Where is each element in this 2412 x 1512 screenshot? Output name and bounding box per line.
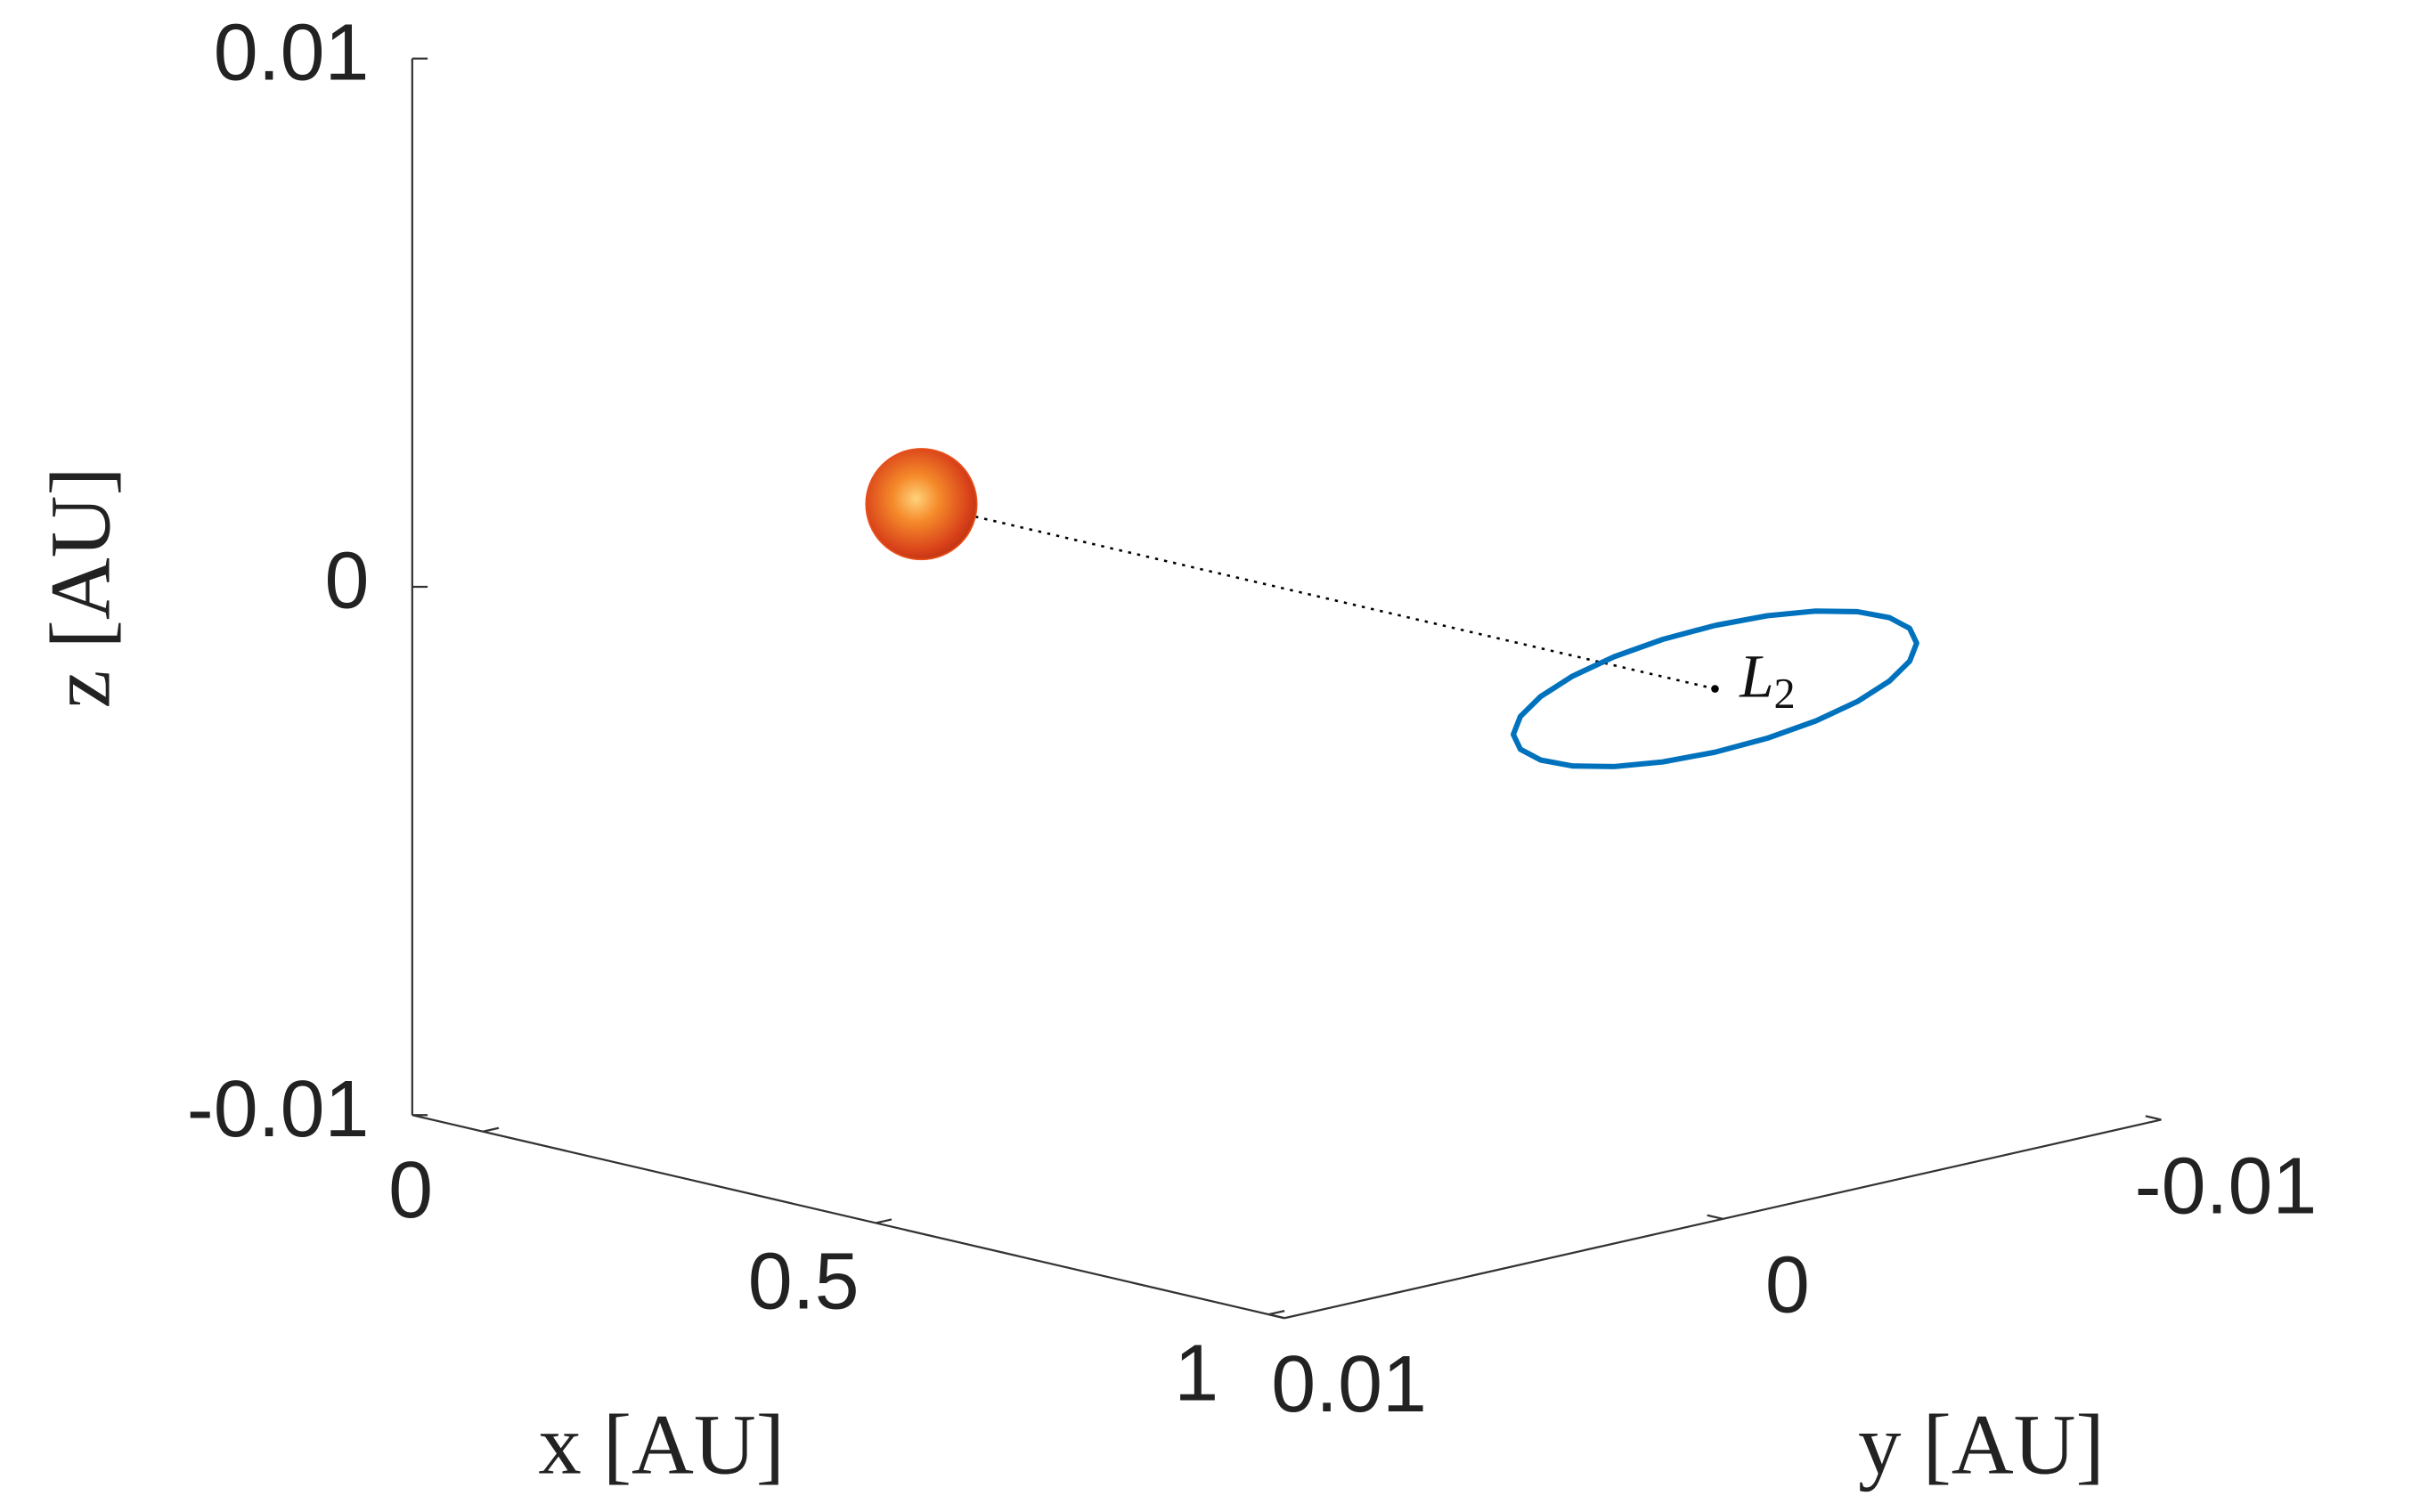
y-tick bbox=[1268, 1313, 1285, 1320]
x-tick bbox=[876, 1218, 892, 1224]
z-tick-label: 0 bbox=[325, 537, 370, 626]
x-axis-label: x [AU] bbox=[538, 1396, 785, 1492]
x-tick bbox=[1268, 1310, 1285, 1316]
l2-label-sub: 2 bbox=[1774, 671, 1796, 718]
l2-point bbox=[1711, 685, 1719, 693]
halo-orbit bbox=[1511, 608, 1919, 769]
l2-label: L2 bbox=[1739, 641, 1796, 718]
x-tick-label: 1 bbox=[1174, 1329, 1218, 1418]
sun-l2-line bbox=[921, 502, 1715, 690]
y-tick-label: 0.01 bbox=[1271, 1340, 1427, 1429]
z-tick-label: 0.01 bbox=[214, 9, 370, 98]
y-axis-label: y [AU] bbox=[1858, 1396, 2105, 1492]
y-tick-label: -0.01 bbox=[2135, 1142, 2318, 1231]
sun bbox=[865, 448, 978, 561]
y-axis-line bbox=[1283, 1118, 2162, 1320]
x-tick-label: 0 bbox=[388, 1146, 433, 1235]
y-tick bbox=[2145, 1115, 2162, 1121]
x-tick-label: 0.5 bbox=[748, 1238, 860, 1327]
z-axis-label: z [AU] bbox=[32, 467, 127, 708]
x-axis-line bbox=[412, 1114, 1285, 1320]
l2-label-main: L bbox=[1739, 641, 1773, 710]
z-tick-label: -0.01 bbox=[187, 1065, 370, 1154]
y-tick bbox=[1707, 1214, 1723, 1220]
x-tick bbox=[482, 1126, 500, 1133]
y-tick-label: 0 bbox=[1765, 1241, 1810, 1330]
